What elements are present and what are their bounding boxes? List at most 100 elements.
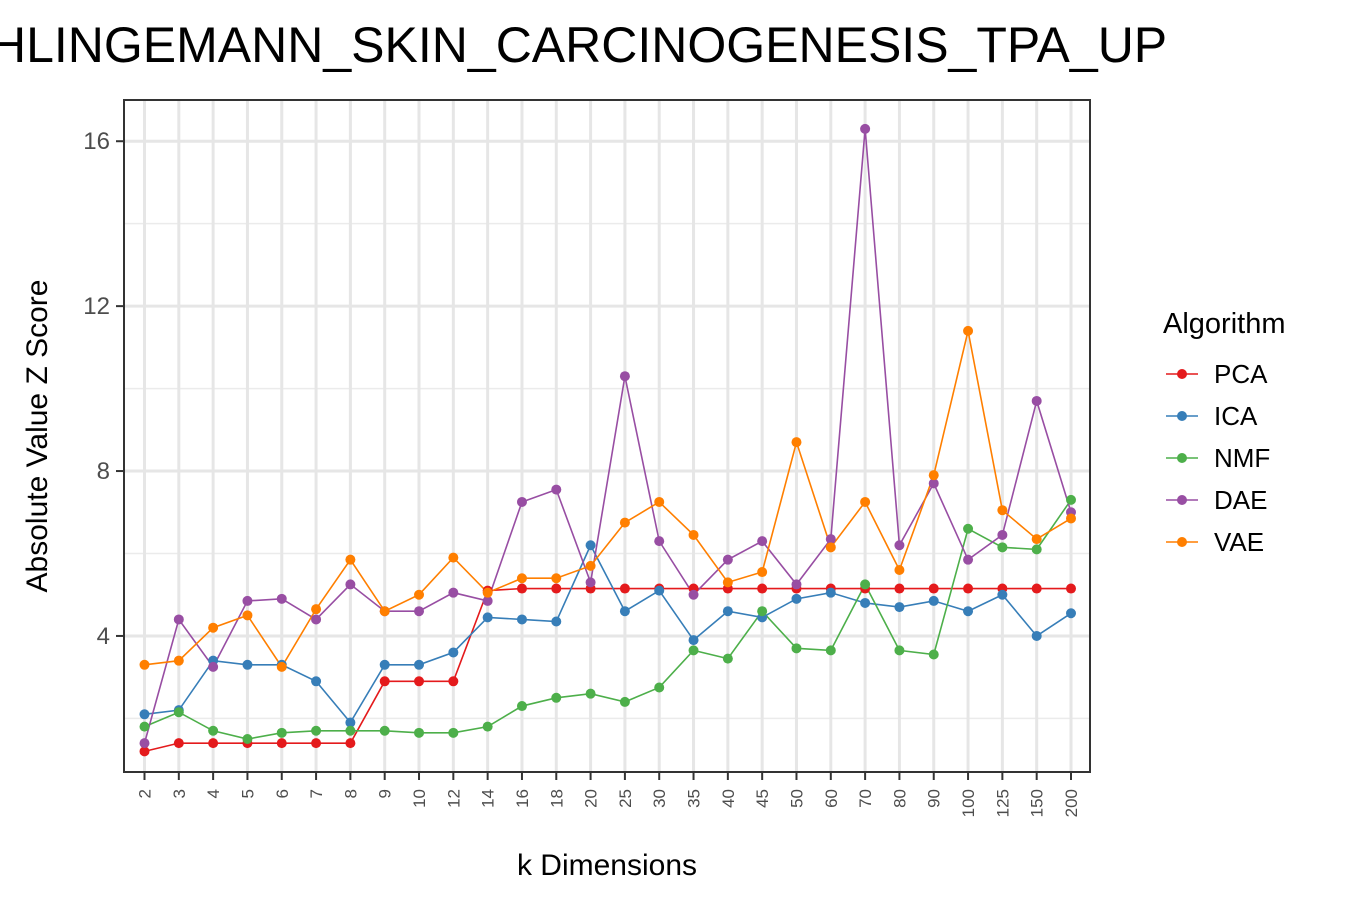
legend-label: NMF bbox=[1214, 443, 1270, 473]
point-nmf-6 bbox=[276, 727, 287, 738]
point-dae-90 bbox=[928, 478, 939, 489]
point-vae-12 bbox=[448, 552, 459, 563]
point-vae-90 bbox=[928, 470, 939, 481]
x-tick-label: 25 bbox=[616, 789, 635, 808]
point-pca-80 bbox=[894, 583, 905, 594]
y-tick-label: 8 bbox=[97, 458, 110, 485]
point-dae-18 bbox=[551, 484, 562, 495]
point-ica-80 bbox=[894, 602, 905, 613]
point-vae-10 bbox=[414, 589, 425, 600]
x-tick-label: 8 bbox=[341, 789, 360, 798]
point-ica-10 bbox=[414, 659, 425, 670]
x-tick-label: 40 bbox=[719, 789, 738, 808]
point-nmf-40 bbox=[722, 653, 733, 664]
point-dae-3 bbox=[173, 614, 184, 625]
point-dae-30 bbox=[654, 536, 665, 547]
point-ica-9 bbox=[379, 659, 390, 670]
x-tick-label: 16 bbox=[513, 789, 532, 808]
point-dae-45 bbox=[757, 536, 768, 547]
point-dae-6 bbox=[276, 593, 287, 604]
series-line-ica bbox=[144, 543, 1072, 724]
legend: Algorithm PCA ICA NMF DAE VAE bbox=[1163, 308, 1286, 557]
point-dae-100 bbox=[963, 554, 974, 565]
point-vae-3 bbox=[173, 655, 184, 666]
point-pca-25 bbox=[619, 583, 630, 594]
point-ica-5 bbox=[242, 659, 253, 670]
x-tick-label: 35 bbox=[685, 789, 704, 808]
legend-item-dae: DAE bbox=[1166, 485, 1267, 515]
x-tick-label: 3 bbox=[170, 789, 189, 798]
point-nmf-14 bbox=[482, 721, 493, 732]
point-pca-90 bbox=[928, 583, 939, 594]
point-ica-16 bbox=[516, 614, 527, 625]
series-points bbox=[139, 123, 1076, 757]
point-nmf-30 bbox=[654, 682, 665, 693]
point-vae-4 bbox=[208, 622, 219, 633]
grid-major bbox=[124, 100, 1090, 772]
point-dae-10 bbox=[414, 606, 425, 617]
chart-title: HLINGEMANN_SKIN_CARCINOGENESIS_TPA_UP bbox=[0, 17, 1167, 73]
point-vae-6 bbox=[276, 661, 287, 672]
point-pca-2 bbox=[139, 746, 150, 757]
x-tick-label: 6 bbox=[273, 789, 292, 798]
point-dae-60 bbox=[825, 534, 836, 545]
point-vae-45 bbox=[757, 567, 768, 578]
point-vae-125 bbox=[997, 505, 1008, 516]
x-tick-label: 100 bbox=[959, 789, 978, 817]
point-dae-50 bbox=[791, 579, 802, 590]
y-tick-label: 16 bbox=[83, 128, 110, 155]
point-nmf-100 bbox=[963, 523, 974, 534]
point-dae-16 bbox=[516, 496, 527, 507]
legend-swatch-point bbox=[1177, 411, 1187, 421]
series-line-pca bbox=[144, 587, 1071, 753]
point-vae-5 bbox=[242, 610, 253, 621]
point-nmf-18 bbox=[551, 692, 562, 703]
x-tick-label: 45 bbox=[753, 789, 772, 808]
legend-items: PCA ICA NMF DAE VAE bbox=[1166, 359, 1270, 557]
point-vae-70 bbox=[860, 496, 871, 507]
point-pca-18 bbox=[551, 583, 562, 594]
x-tick-label: 150 bbox=[1028, 789, 1047, 817]
point-nmf-8 bbox=[345, 725, 356, 736]
point-dae-7 bbox=[311, 614, 322, 625]
y-tick-label: 4 bbox=[97, 623, 110, 650]
point-vae-80 bbox=[894, 564, 905, 575]
point-nmf-3 bbox=[173, 707, 184, 718]
point-pca-16 bbox=[516, 583, 527, 594]
legend-item-nmf: NMF bbox=[1166, 443, 1270, 473]
point-vae-40 bbox=[722, 577, 733, 588]
x-axis-title: k Dimensions bbox=[517, 849, 697, 882]
point-dae-5 bbox=[242, 595, 253, 606]
point-pca-45 bbox=[757, 583, 768, 594]
point-vae-14 bbox=[482, 587, 493, 598]
point-vae-7 bbox=[311, 604, 322, 615]
point-nmf-60 bbox=[825, 645, 836, 656]
x-tick-label: 70 bbox=[856, 789, 875, 808]
point-pca-200 bbox=[1066, 583, 1076, 594]
point-ica-90 bbox=[928, 595, 939, 606]
point-ica-60 bbox=[825, 587, 836, 598]
legend-item-vae: VAE bbox=[1166, 527, 1264, 557]
legend-label: DAE bbox=[1214, 485, 1267, 515]
plot-panel-border bbox=[123, 99, 1091, 773]
point-pca-12 bbox=[448, 676, 459, 687]
point-dae-4 bbox=[208, 661, 219, 672]
point-nmf-2 bbox=[139, 721, 150, 732]
x-tick-label: 200 bbox=[1062, 789, 1081, 817]
point-ica-200 bbox=[1066, 608, 1076, 619]
point-nmf-4 bbox=[208, 725, 219, 736]
point-pca-10 bbox=[414, 676, 425, 687]
point-ica-2 bbox=[139, 709, 150, 720]
series-line-dae bbox=[143, 128, 1072, 744]
x-tick-label: 2 bbox=[136, 789, 155, 798]
point-ica-25 bbox=[619, 606, 630, 617]
point-ica-18 bbox=[551, 616, 562, 627]
point-dae-12 bbox=[448, 587, 459, 598]
x-tick-label: 12 bbox=[444, 789, 463, 808]
point-vae-150 bbox=[1031, 534, 1042, 545]
point-ica-100 bbox=[963, 606, 974, 617]
point-pca-8 bbox=[345, 738, 356, 749]
x-tick-label: 18 bbox=[547, 789, 566, 808]
legend-swatch-point bbox=[1177, 537, 1187, 547]
x-tick-label: 30 bbox=[650, 789, 669, 808]
